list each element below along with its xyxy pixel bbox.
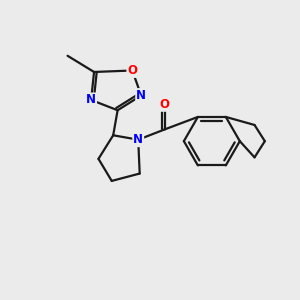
- Text: O: O: [127, 64, 137, 77]
- Text: O: O: [160, 98, 170, 111]
- Text: N: N: [133, 133, 143, 146]
- Text: N: N: [86, 93, 96, 106]
- Text: N: N: [136, 89, 146, 102]
